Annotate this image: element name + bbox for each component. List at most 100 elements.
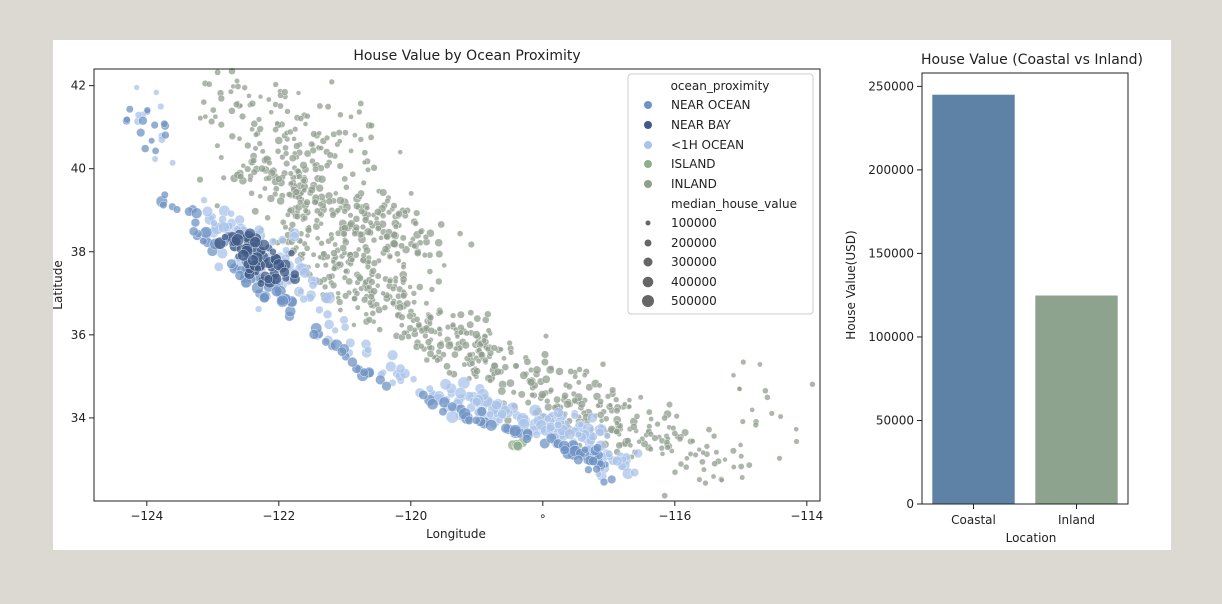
legend-size-label-100000: 100000 <box>671 216 717 230</box>
scatter-point-inland <box>466 320 475 329</box>
scatter-point-inland <box>417 228 425 236</box>
scatter-point-1h-ocean <box>528 404 542 417</box>
legend-marker-near-bay <box>644 121 652 129</box>
scatter-point-inland <box>276 196 285 206</box>
scatter-point-1h-ocean <box>339 315 349 325</box>
scatter-point-near-ocean <box>426 398 439 411</box>
scatter-axes: −124 −122 −120 ∘ −116 −114 34 36 38 40 42 <box>71 79 824 523</box>
bar-marks <box>932 94 1118 505</box>
scatter-point-inland <box>351 295 358 302</box>
scatter-point-inland <box>335 290 341 296</box>
scatter-point-near-bay <box>287 249 296 257</box>
legend-size-label-400000: 400000 <box>671 275 717 289</box>
scatter-point-1h-ocean <box>157 103 165 111</box>
scatter-point-inland <box>498 346 504 353</box>
scatter-point-inland <box>266 194 276 203</box>
scatter-point-inland <box>257 193 263 200</box>
legend-size-marker-200000 <box>644 239 652 247</box>
scatter-point-1h-ocean <box>151 155 159 163</box>
scatter-point-inland <box>292 126 299 133</box>
scatter-point-inland <box>443 362 451 371</box>
scatter-point-inland <box>288 221 296 229</box>
scatter-point-inland <box>337 307 344 313</box>
scatter-point-inland <box>312 165 319 173</box>
y-tick-label: 42 <box>71 79 86 93</box>
scatter-point-inland <box>283 150 290 157</box>
scatter-point-1h-ocean <box>169 159 177 167</box>
scatter-point-inland <box>248 190 255 197</box>
scatter-point-1h-ocean <box>385 361 397 373</box>
scatter-point-inland <box>739 418 746 425</box>
scatter-point-inland <box>676 435 684 443</box>
scatter-point-inland <box>318 220 324 227</box>
scatter-point-1h-ocean <box>323 319 335 330</box>
scatter-point-inland <box>451 350 459 359</box>
scatter-point-inland <box>261 185 268 192</box>
scatter-point-1h-ocean <box>587 412 598 424</box>
scatter-point-inland <box>484 310 492 318</box>
x-tick-label: −124 <box>130 509 163 523</box>
scatter-point-inland <box>378 234 384 241</box>
scatter-point-near-ocean <box>599 477 609 487</box>
scatter-point-inland <box>490 344 498 352</box>
scatter-point-inland <box>421 252 428 259</box>
scatter-point-inland <box>342 292 350 300</box>
scatter-point-inland <box>293 142 301 150</box>
scatter-point-inland <box>664 444 671 451</box>
scatter-point-inland <box>310 251 317 258</box>
scatter-point-near-bay <box>237 249 250 262</box>
scatter-point-inland <box>375 282 381 289</box>
scatter-point-inland <box>544 398 551 405</box>
scatter-point-inland <box>411 327 418 333</box>
scatter-point-inland <box>379 188 388 197</box>
scatter-point-inland <box>764 394 771 401</box>
scatter-point-inland <box>364 227 373 236</box>
scatter-point-inland <box>250 168 258 176</box>
scatter-point-1h-ocean <box>630 468 640 477</box>
scatter-legend: ocean_proximity NEAR OCEAN NEAR BAY <1H … <box>627 73 814 315</box>
scatter-point-inland <box>696 476 703 483</box>
scatter-point-inland <box>654 421 661 428</box>
scatter-point-near-ocean <box>447 401 458 412</box>
scatter-point-inland <box>356 274 364 283</box>
scatter-point-inland <box>202 113 209 120</box>
bar-ylabel: House Value(USD) <box>844 230 858 339</box>
scatter-point-1h-ocean <box>322 309 333 320</box>
scatter-point-inland <box>647 446 654 453</box>
scatter-point-inland <box>473 314 482 323</box>
scatter-point-inland <box>302 207 309 214</box>
scatter-point-1h-ocean <box>288 231 300 242</box>
scatter-point-inland <box>342 129 349 136</box>
scatter-point-inland <box>596 382 603 389</box>
scatter-point-near-ocean <box>321 337 331 347</box>
y-tick-label: 36 <box>71 328 86 342</box>
scatter-point-inland <box>461 341 470 350</box>
scatter-point-inland <box>478 351 486 359</box>
scatter-point-1h-ocean <box>595 427 605 437</box>
scatter-point-inland <box>389 300 396 307</box>
scatter-point-inland <box>441 262 447 269</box>
scatter-point-inland <box>352 215 361 223</box>
scatter-point-inland <box>626 397 633 403</box>
scatter-point-1h-ocean <box>202 206 213 217</box>
scatter-point-1h-ocean <box>409 375 418 383</box>
scatter-point-inland <box>571 396 579 404</box>
scatter-point-inland <box>461 361 468 368</box>
scatter-point-inland <box>731 464 737 470</box>
scatter-point-inland <box>517 390 526 399</box>
scatter-point-inland <box>283 160 291 168</box>
scatter-point-inland <box>737 442 744 448</box>
scatter-point-inland <box>335 129 343 137</box>
scatter-point-inland <box>702 480 709 487</box>
scatter-point-inland <box>527 378 536 387</box>
y-tick-label: 34 <box>71 411 86 425</box>
scatter-point-near-bay <box>290 269 300 280</box>
scatter-point-inland <box>348 114 354 120</box>
scatter-point-inland <box>227 88 234 95</box>
scatter-point-inland <box>410 290 418 297</box>
scatter-point-1h-ocean <box>543 414 552 423</box>
y-tick-label: 100000 <box>868 330 914 344</box>
scatter-point-inland <box>457 329 464 336</box>
scatter-point-1h-ocean <box>200 196 208 204</box>
scatter-panel: House Value by Ocean Proximity −124 −122−… <box>53 40 841 550</box>
